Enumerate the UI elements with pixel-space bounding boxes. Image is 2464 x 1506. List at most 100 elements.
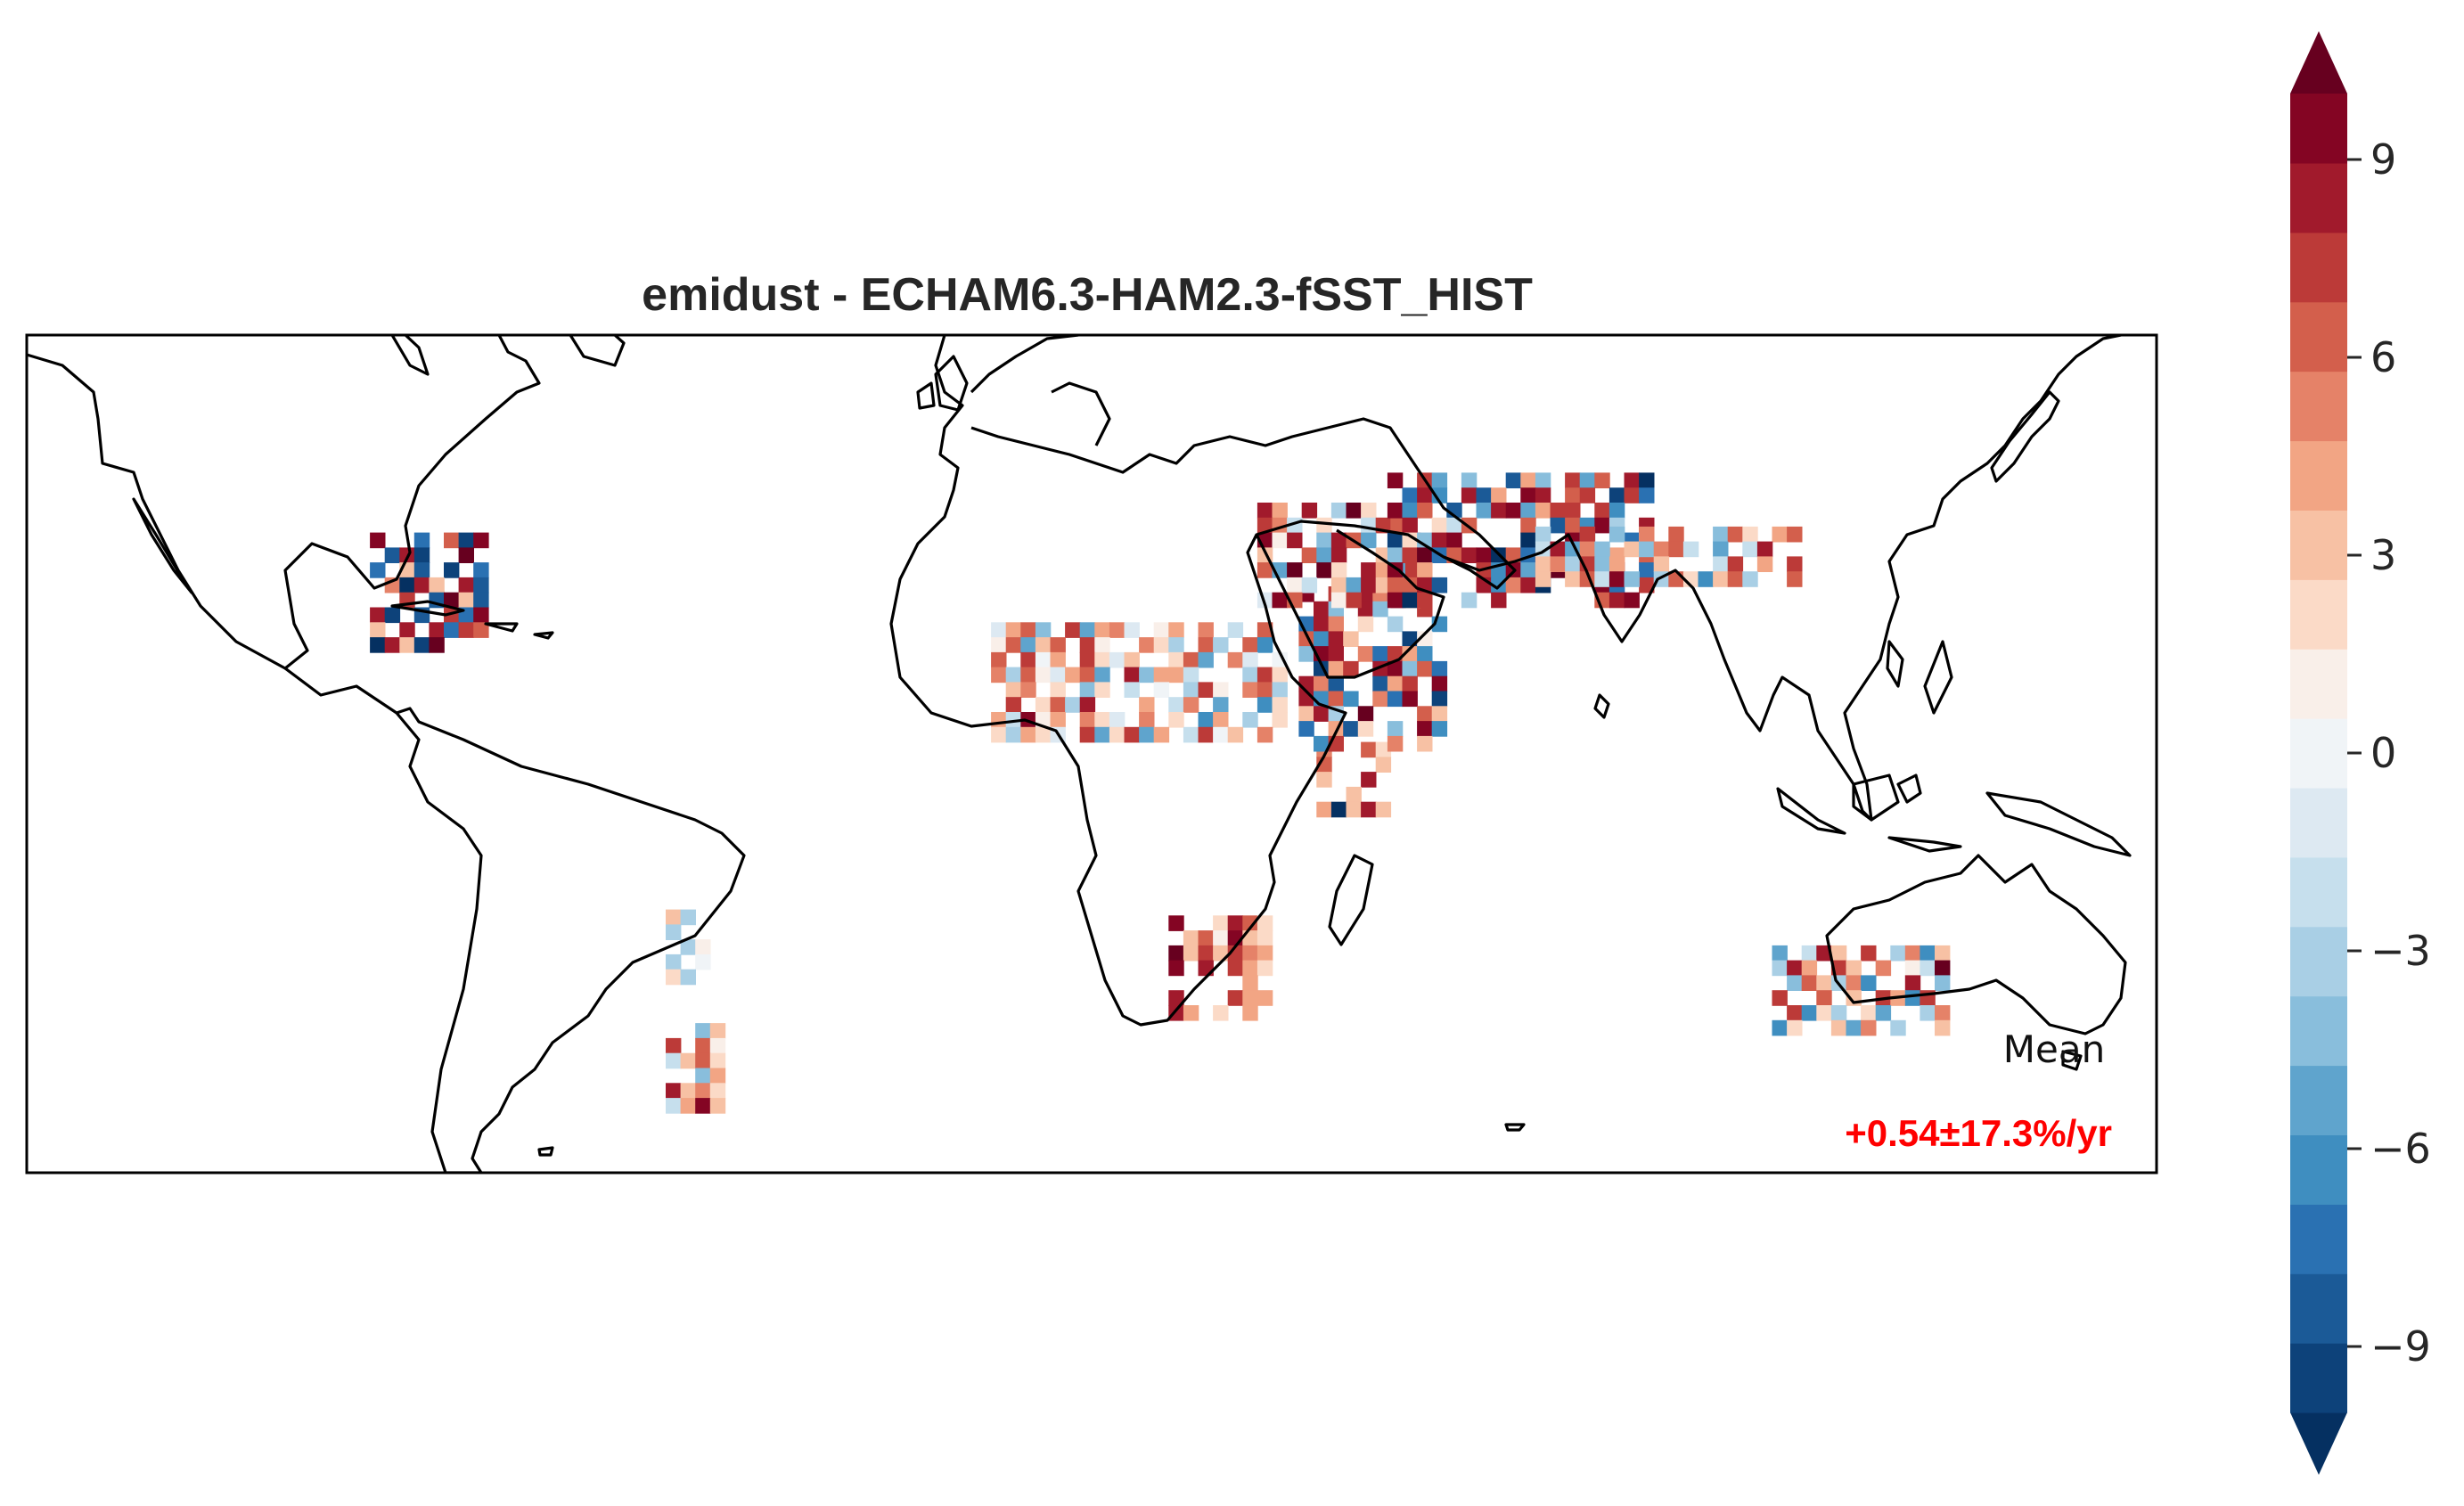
field-cell (1228, 961, 1243, 977)
field-cell (1388, 577, 1403, 593)
field-cell (1125, 652, 1140, 668)
field-cell (1199, 727, 1214, 743)
field-cell (1565, 503, 1580, 519)
field-cell (1094, 637, 1109, 653)
field-cell (1316, 547, 1331, 563)
field-cell (1417, 646, 1432, 662)
field-cell (414, 547, 430, 563)
field-cell (1905, 961, 1920, 977)
field-cell (1168, 712, 1183, 728)
field-cell (1199, 945, 1214, 962)
field-cell (695, 1068, 710, 1084)
field-cell (1728, 571, 1743, 587)
field-cell (1168, 697, 1183, 713)
field-cell (1491, 503, 1506, 519)
colorbar-segments (2290, 31, 2347, 1475)
field-cell (1006, 637, 1021, 653)
field-cell (1639, 542, 1654, 558)
field-cell (1816, 1005, 1831, 1021)
field-cell (429, 577, 444, 593)
field-cell (1213, 697, 1228, 713)
field-cell (1168, 945, 1183, 962)
field-cell (1316, 802, 1331, 818)
field-cell (459, 622, 474, 638)
field-cell (1020, 727, 1036, 743)
field-cell (1287, 577, 1302, 593)
field-cell (1594, 542, 1609, 558)
field-cell (1565, 556, 1580, 572)
field-cell (991, 712, 1006, 728)
field-cell (1432, 721, 1447, 737)
colorbar-tick-label: 9 (2370, 135, 2396, 184)
field-cell (385, 608, 400, 624)
colorbar-tick-label: 6 (2370, 333, 2396, 381)
field-cell (1388, 692, 1403, 708)
colorbar-extend-min (2290, 1412, 2347, 1475)
field-cell (1298, 706, 1314, 722)
field-cell (1168, 667, 1183, 683)
field-cell (1242, 682, 1257, 698)
field-cell (1403, 547, 1418, 563)
colorbar-segment (2290, 927, 2347, 996)
field-cell (1802, 1005, 1817, 1021)
field-cell (1298, 721, 1314, 737)
field-cell (710, 1083, 725, 1099)
field-cell (1006, 682, 1021, 698)
field-cell (1361, 802, 1376, 818)
field-cell (1580, 527, 1595, 543)
field-cell (1094, 667, 1109, 683)
field-cell (1168, 961, 1183, 977)
field-cell (1331, 547, 1347, 563)
field-cell (991, 652, 1006, 668)
field-cell (1199, 930, 1214, 946)
field-cell (1347, 787, 1362, 803)
field-cell (1314, 706, 1329, 722)
field-cell (1080, 667, 1095, 683)
field-cell (1625, 487, 1640, 503)
field-cell (370, 622, 385, 638)
field-cell (399, 577, 414, 593)
field-cell (1228, 727, 1243, 743)
field-cell (1551, 503, 1566, 519)
colorbar-segment (2290, 1066, 2347, 1135)
field-cell (1213, 637, 1228, 653)
field-cell (1520, 518, 1535, 534)
field-cell (1183, 930, 1199, 946)
field-cell (1094, 712, 1109, 728)
colorbar-segment (2290, 1204, 2347, 1273)
field-cell (1609, 571, 1625, 587)
field-cell (1065, 697, 1080, 713)
field-cell (1388, 721, 1403, 737)
colorbar-tick-label: −3 (2370, 927, 2431, 975)
field-cell (1491, 593, 1506, 609)
field-cell (1139, 637, 1154, 653)
field-cell (399, 637, 414, 653)
field-cell (1361, 518, 1376, 534)
field-cell (695, 1053, 710, 1069)
field-cell (1772, 527, 1788, 543)
field-cell (414, 577, 430, 593)
field-cell (1343, 631, 1358, 647)
field-cell (1742, 542, 1757, 558)
field-cell (1609, 593, 1625, 609)
field-cell (1668, 542, 1683, 558)
field-cell (414, 533, 430, 549)
field-cell (1565, 487, 1580, 503)
field-cell (1154, 682, 1169, 698)
field-cell (1477, 487, 1492, 503)
field-cell (1361, 742, 1376, 758)
field-cell (473, 562, 488, 578)
field-cell (1302, 577, 1317, 593)
field-cell (1065, 667, 1080, 683)
field-cell (414, 562, 430, 578)
field-cell (1094, 682, 1109, 698)
field-cell (1331, 562, 1347, 578)
field-cell (1051, 637, 1066, 653)
field-cell (1403, 593, 1418, 609)
field-cell (1432, 472, 1447, 488)
field-cell (1358, 646, 1373, 662)
field-cell (1654, 542, 1669, 558)
field-cell (1935, 975, 1950, 991)
field-cell (1139, 667, 1154, 683)
